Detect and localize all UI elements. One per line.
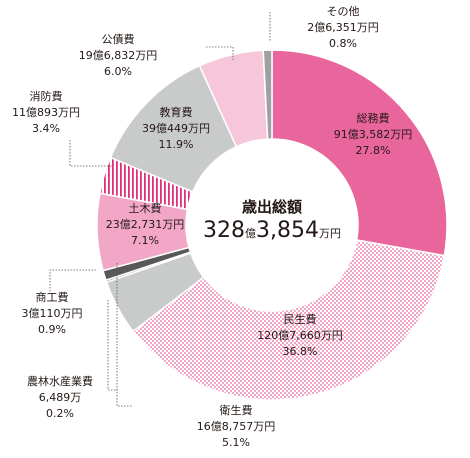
slice-amount: 39億449万円 bbox=[142, 122, 210, 135]
slice-percent: 0.9% bbox=[38, 323, 66, 336]
leader-line-5 bbox=[107, 300, 118, 391]
chart-title: 歳出総額 bbox=[242, 198, 302, 216]
slice-name: 消防費 bbox=[30, 89, 63, 103]
label-minseihi: 民生費 120億7,660万円 36.8% bbox=[257, 312, 343, 358]
slice-percent: 11.9% bbox=[159, 138, 194, 151]
slice-9 bbox=[262, 49, 273, 140]
total-number-b: 3,854 bbox=[256, 218, 319, 243]
slice-name: 衛生費 bbox=[220, 403, 253, 417]
slice-percent: 7.1% bbox=[131, 234, 159, 247]
slice-amount: 120億7,660万円 bbox=[257, 329, 343, 342]
slice-amount: 23億2,731万円 bbox=[106, 218, 185, 231]
slice-name: 土木費 bbox=[129, 201, 162, 215]
label-kousaihi: 公債費 19億6,832万円 6.0% bbox=[79, 32, 158, 78]
slice-name: 商工費 bbox=[36, 290, 69, 304]
total-unit-b: 万円 bbox=[319, 227, 341, 240]
slice-0 bbox=[271, 49, 448, 257]
slice-percent: 36.8% bbox=[283, 345, 318, 358]
label-soumuhi: 総務費 91億3,582万円 27.8% bbox=[334, 111, 413, 157]
slice-percent: 5.1% bbox=[222, 436, 250, 449]
leader-lines bbox=[49, 12, 271, 407]
label-dobokuhi: 土木費 23億2,731万円 7.1% bbox=[106, 201, 185, 247]
slice-name: 総務費 bbox=[357, 111, 390, 125]
label-shoubouhi: 消防費 11億893万円 3.4% bbox=[12, 89, 80, 135]
slice-percent: 0.2% bbox=[46, 407, 74, 420]
leader-line-2 bbox=[69, 140, 112, 167]
leader-line-4 bbox=[116, 263, 132, 407]
slice-percent: 27.8% bbox=[356, 144, 391, 157]
label-eiseihi: 衛生費 16億8,757万円 5.1% bbox=[197, 403, 276, 449]
slice-amount: 3億110万円 bbox=[22, 307, 83, 320]
slice-name: 教育費 bbox=[160, 105, 193, 119]
total-amount: 328億3,854万円 bbox=[203, 218, 341, 243]
slice-amount: 16億8,757万円 bbox=[197, 420, 276, 433]
slice-1 bbox=[131, 239, 446, 401]
label-shoukouhi: 商工費 3億110万円 0.9% bbox=[22, 290, 83, 336]
total-number-a: 328 bbox=[203, 218, 245, 243]
leader-line-3 bbox=[49, 269, 96, 293]
slice-amount: 91億3,582万円 bbox=[334, 128, 413, 141]
slice-name: 農林水産業費 bbox=[27, 374, 93, 388]
slice-amount: 6,489万 bbox=[39, 391, 82, 404]
slice-amount: 19億6,832万円 bbox=[79, 49, 158, 62]
label-sonota: その他 2億6,351万円 0.8% bbox=[307, 5, 379, 50]
label-nourinsuisangyouhi: 農林水産業費 6,489万 0.2% bbox=[27, 374, 93, 420]
donut-slices bbox=[96, 49, 448, 401]
slice-name: 民生費 bbox=[284, 312, 317, 326]
slice-percent: 6.0% bbox=[104, 65, 132, 78]
leader-line-1 bbox=[206, 46, 234, 60]
slice-name: 公債費 bbox=[102, 32, 135, 46]
slice-percent: 0.8% bbox=[329, 37, 357, 50]
slice-name: その他 bbox=[327, 5, 360, 18]
slice-amount: 11億893万円 bbox=[12, 106, 80, 119]
total-unit-a: 億 bbox=[245, 227, 256, 240]
label-kyouikuhi: 教育費 39億449万円 11.9% bbox=[142, 105, 210, 151]
slice-percent: 3.4% bbox=[32, 122, 60, 135]
slice-amount: 2億6,351万円 bbox=[307, 21, 379, 34]
